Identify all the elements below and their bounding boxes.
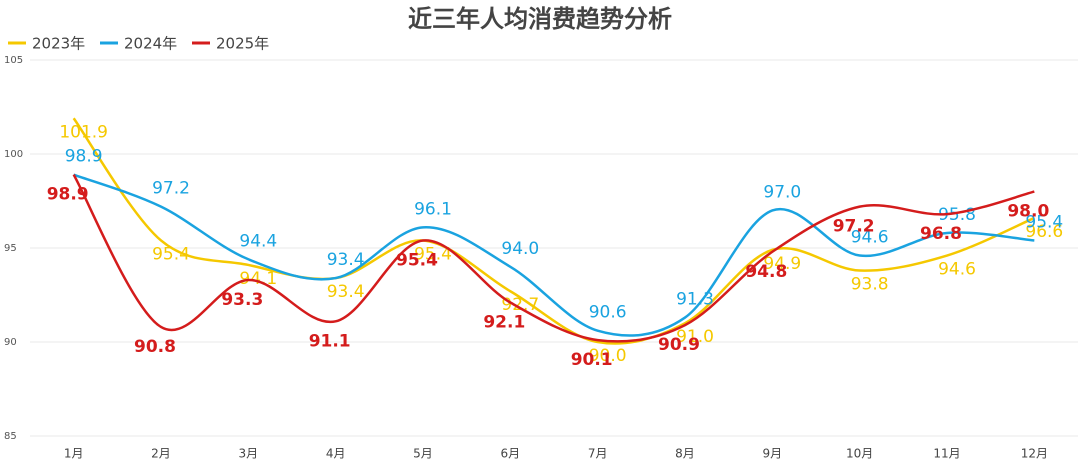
data-label: 98.9	[65, 147, 103, 167]
data-label: 95.4	[1025, 212, 1063, 232]
data-label: 91.3	[676, 290, 714, 310]
data-label: 90.8	[134, 337, 176, 357]
data-label: 97.2	[833, 217, 875, 237]
data-label: 94.0	[501, 239, 539, 259]
y-tick-label: 100	[4, 149, 23, 160]
data-label: 92.7	[501, 295, 539, 315]
x-tick-label: 10月	[846, 447, 873, 461]
data-label: 90.1	[571, 350, 613, 370]
y-tick-label: 85	[4, 431, 17, 442]
data-label: 93.8	[851, 275, 889, 295]
data-label: 94.4	[239, 231, 277, 251]
x-tick-label: 1月	[64, 447, 84, 461]
data-label: 95.4	[152, 244, 190, 264]
data-label: 93.4	[327, 250, 365, 270]
x-tick-label: 3月	[239, 447, 259, 461]
data-label: 96.1	[414, 199, 452, 219]
legend-label: 2025年	[216, 35, 269, 53]
y-tick-label: 95	[4, 243, 17, 254]
data-label: 98.9	[47, 185, 89, 205]
x-tick-label: 12月	[1021, 447, 1048, 461]
data-label: 91.0	[676, 327, 714, 347]
legend-label: 2024年	[124, 35, 177, 53]
x-tick-label: 9月	[763, 447, 783, 461]
x-tick-label: 7月	[588, 447, 608, 461]
y-tick-label: 105	[4, 55, 23, 66]
series-line	[72, 174, 1035, 343]
data-label: 94.6	[851, 228, 889, 248]
data-label: 93.4	[327, 282, 365, 302]
data-label: 90.9	[658, 335, 700, 355]
chart-title: 近三年人均消费趋势分析	[408, 5, 672, 33]
data-label: 94.1	[239, 269, 277, 289]
x-tick-label: 5月	[413, 447, 433, 461]
x-tick-label: 11月	[933, 447, 960, 461]
data-label: 93.3	[221, 290, 263, 310]
data-label: 101.9	[59, 122, 108, 142]
y-tick-label: 90	[4, 337, 17, 348]
data-label: 97.2	[152, 179, 190, 199]
series-line	[73, 173, 1035, 337]
data-label: 96.8	[920, 224, 962, 244]
x-tick-label: 4月	[326, 447, 346, 461]
data-label: 94.8	[745, 262, 787, 282]
x-tick-label: 6月	[501, 447, 521, 461]
data-label: 94.9	[763, 254, 801, 274]
data-label: 92.1	[483, 313, 525, 333]
data-label: 90.0	[589, 346, 627, 366]
data-label: 95.4	[414, 244, 452, 264]
legend-label: 2023年	[32, 35, 85, 53]
data-label: 95.4	[396, 250, 438, 270]
series-line	[72, 117, 1035, 345]
x-tick-label: 8月	[675, 447, 695, 461]
data-label: 98.0	[1007, 202, 1049, 222]
x-tick-label: 2月	[151, 447, 171, 461]
data-label: 97.0	[763, 182, 801, 202]
data-label: 96.6	[1025, 222, 1063, 242]
data-label: 90.6	[589, 303, 627, 323]
data-label: 94.6	[938, 260, 976, 280]
data-label: 91.1	[309, 331, 351, 351]
